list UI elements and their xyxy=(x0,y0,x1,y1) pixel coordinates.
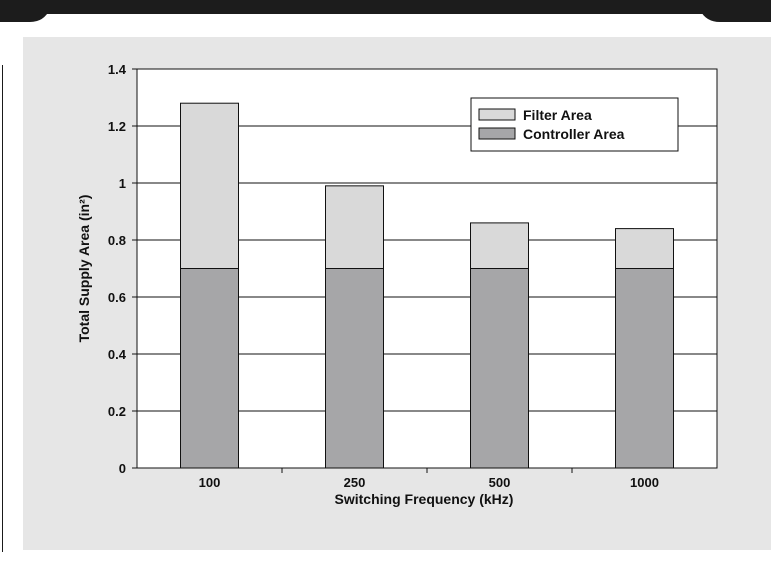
y-tick-label: 0 xyxy=(119,461,126,476)
legend-swatch xyxy=(478,108,516,121)
bar-controller-area xyxy=(180,268,239,469)
bar-filter-area xyxy=(180,102,239,269)
bar-filter-area xyxy=(615,228,674,270)
y-tick-label: 1 xyxy=(119,176,126,191)
x-tick-label: 100 xyxy=(199,475,221,490)
y-axis-title: Total Supply Area (in²) xyxy=(76,195,92,343)
legend-swatch xyxy=(478,127,516,140)
legend: Filter Area Controller Area xyxy=(470,97,679,152)
y-tick-label: 0.8 xyxy=(108,233,126,248)
left-margin-rule xyxy=(2,65,3,552)
x-tick-label: 250 xyxy=(344,475,366,490)
y-tick-label: 1.2 xyxy=(108,119,126,134)
legend-label: Controller Area xyxy=(523,126,625,142)
plot-border xyxy=(136,68,718,469)
x-axis-title: Switching Frequency (kHz) xyxy=(335,491,514,507)
legend-label: Filter Area xyxy=(523,107,592,123)
plot-area: 0 0.2 0.4 0.6 0.8 1 1.2 1.4 100 250 500 1000 xyxy=(108,62,718,490)
bar-controller-area xyxy=(325,268,384,469)
y-tick-label: 0.4 xyxy=(108,347,127,362)
y-tick-label: 1.4 xyxy=(108,62,127,77)
bar-controller-area xyxy=(470,268,529,469)
bar-filter-area xyxy=(325,185,384,270)
x-tick-label: 1000 xyxy=(630,475,659,490)
y-tick-label: 0.2 xyxy=(108,404,126,419)
top-decorative-band xyxy=(0,0,771,22)
bar-controller-area xyxy=(615,268,674,469)
legend-box xyxy=(470,97,679,152)
y-tick-label: 0.6 xyxy=(108,290,126,305)
bar-filter-area xyxy=(470,222,529,269)
x-tick-label: 500 xyxy=(489,475,511,490)
